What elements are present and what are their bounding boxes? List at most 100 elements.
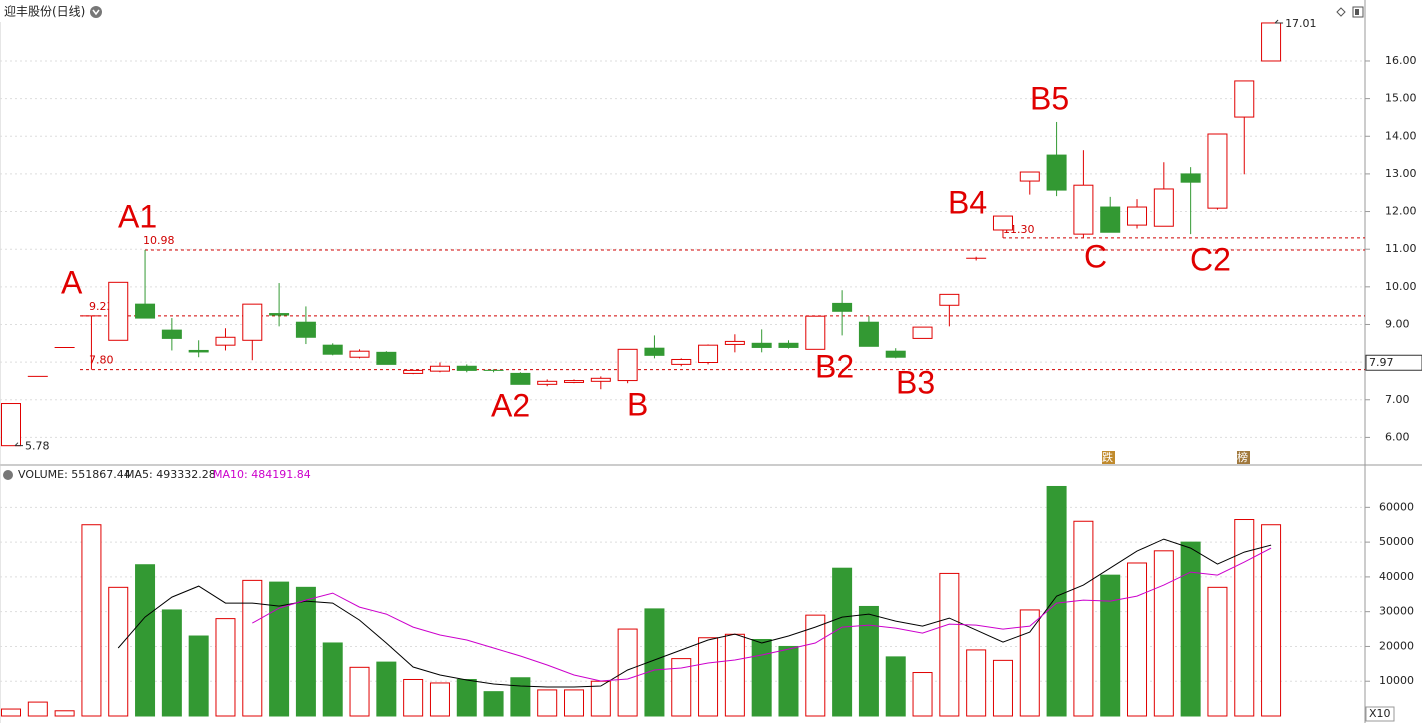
volume-menu-icon[interactable] [3, 470, 13, 480]
candle-body [778, 342, 799, 348]
candle-body [698, 344, 719, 363]
candle-body [1019, 171, 1040, 182]
volume-bar [1019, 609, 1040, 717]
diamond-icon[interactable] [1336, 7, 1346, 17]
candle-body [671, 358, 692, 365]
extreme-label: 17.01 [1285, 17, 1317, 30]
volume-bar [1153, 550, 1174, 717]
candle-body [939, 293, 960, 306]
candle-body [376, 351, 397, 365]
volume-bar [54, 710, 75, 717]
candle-body [188, 349, 209, 353]
volume-bar [778, 645, 799, 717]
volume-bar [108, 586, 129, 717]
candle-body [751, 342, 772, 348]
volume-bar [242, 579, 263, 717]
window-icon[interactable] [1352, 6, 1364, 18]
candle-body [912, 326, 933, 339]
y-tick-label: 6.00 [1385, 430, 1410, 443]
annotation: B [627, 386, 648, 422]
y-tick-label: 10.00 [1385, 280, 1417, 293]
candle-body [617, 348, 638, 382]
extreme-arrow [14, 442, 23, 447]
volume-bar [1100, 574, 1121, 717]
volume-bar [564, 689, 585, 717]
extreme-label: 5.78 [25, 440, 50, 453]
volume-bar [27, 701, 48, 717]
candle-body [349, 350, 370, 358]
candle-body [135, 303, 156, 319]
annotation: A1 [118, 198, 157, 234]
candle-body [1234, 80, 1255, 118]
candle-body [537, 380, 558, 385]
y-tick-label: 11.00 [1385, 242, 1417, 255]
volume-bar [1234, 519, 1255, 717]
unit-box [1365, 706, 1395, 722]
volume-bar [376, 661, 397, 717]
volume-bar [215, 618, 236, 717]
volume-bar [295, 586, 316, 717]
candle-body [1073, 184, 1094, 235]
volume-bar [1073, 520, 1094, 717]
annotation: B2 [815, 348, 854, 384]
volume-bar [885, 656, 906, 717]
y-tick-label: 15.00 [1385, 92, 1417, 105]
volume-bar [269, 581, 290, 717]
y-tick-label: 7.00 [1385, 393, 1410, 406]
candle-body [108, 281, 129, 341]
candle-body [161, 329, 182, 339]
candle-body [724, 340, 745, 345]
badge: 跌 [1102, 450, 1113, 464]
volume-bar [1207, 586, 1228, 717]
candle-body [564, 380, 585, 383]
candle-body [429, 365, 450, 372]
volume-bar [644, 608, 665, 717]
volume-bar [1046, 485, 1067, 717]
volume-bar [698, 637, 719, 717]
volume-bar [135, 564, 156, 717]
candle-body [510, 372, 531, 385]
volume-bar [966, 649, 987, 717]
ma-line [117, 538, 1272, 688]
volume-bar [671, 658, 692, 717]
menu-icon[interactable] [90, 6, 102, 18]
volume-bar [832, 567, 853, 717]
volume-bar [510, 677, 531, 717]
menu-arrow [92, 9, 100, 16]
price-marker-box [1365, 354, 1422, 371]
candle-body [1127, 206, 1148, 226]
volume-bar [912, 672, 933, 717]
annotation: B4 [948, 184, 987, 220]
badge-box [1102, 451, 1115, 464]
volume-bar [456, 678, 477, 717]
volume-bar [617, 628, 638, 717]
candle-body [403, 369, 424, 374]
volume-bar [188, 635, 209, 717]
candle-body [858, 321, 879, 347]
candle-body [805, 315, 826, 350]
legend-entry: MA10: 484191.84 [213, 468, 311, 481]
level-label: 10.98 [143, 234, 175, 247]
candle-body [1261, 22, 1282, 62]
candle-body [590, 377, 611, 382]
y-tick-label: 9.00 [1385, 317, 1410, 330]
candle-body [322, 344, 343, 355]
candle-body [269, 313, 290, 316]
candle-body [242, 303, 263, 341]
candle-body [832, 302, 853, 312]
volume-bar [805, 614, 826, 717]
volume-bar [403, 678, 424, 717]
candle-body [1180, 173, 1201, 183]
y-tick-label: 16.00 [1385, 54, 1417, 67]
level-label: 7.80 [89, 354, 114, 367]
y-tick-label: 13.00 [1385, 167, 1417, 180]
volume-bar [322, 642, 343, 717]
candle-body [1207, 133, 1228, 209]
volume-bar [1180, 541, 1201, 717]
extreme-arrow [1274, 19, 1284, 24]
volume-title: VOLUME: 551867.44 [18, 468, 131, 481]
y-tick-label: 12.00 [1385, 205, 1417, 218]
candle-body [215, 336, 236, 346]
y-tick-label: 60000 [1379, 500, 1414, 513]
